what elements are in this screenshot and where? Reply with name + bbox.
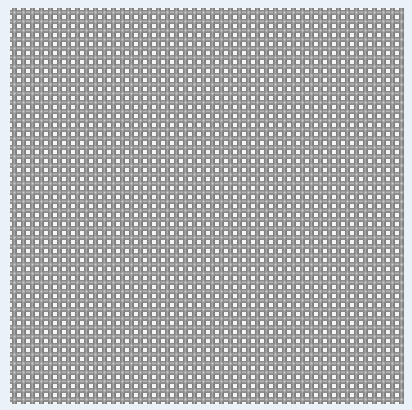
mesh: [10, 8, 404, 404]
mesh-image: [0, 0, 412, 410]
page: [0, 0, 412, 410]
